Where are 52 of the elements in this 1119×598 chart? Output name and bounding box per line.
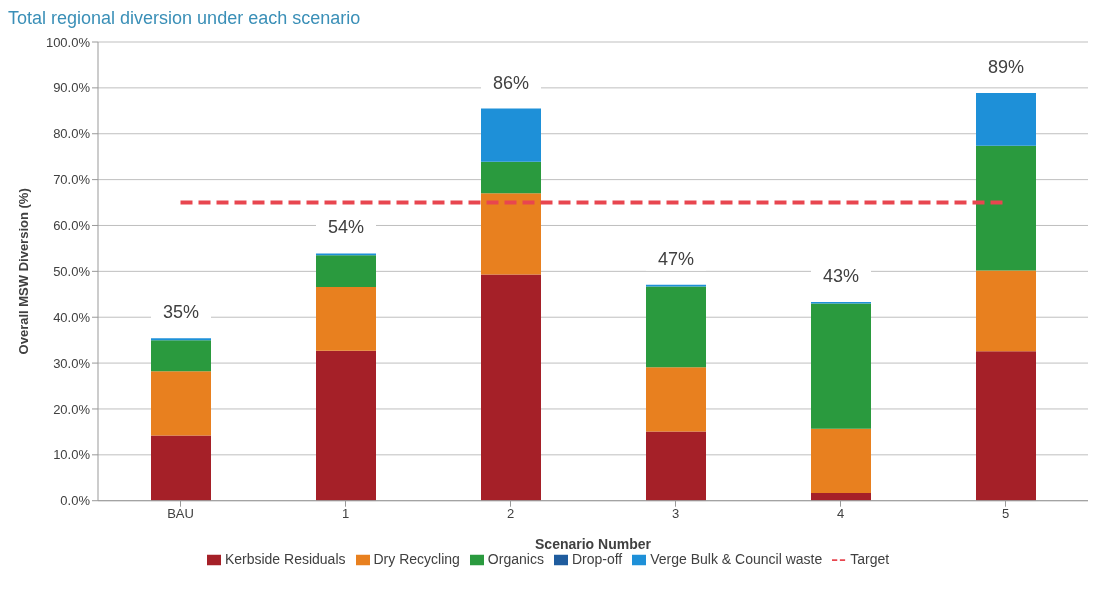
total-label: 54%: [327, 217, 365, 238]
bar: [976, 351, 1036, 501]
y-tick-label: 10.0%: [53, 447, 91, 463]
bar: [151, 435, 211, 501]
bar: [481, 274, 541, 501]
y-axis-title: Overall MSW Diversion (%): [15, 188, 31, 355]
bar: [976, 92, 1036, 146]
y-tick-label: 60.0%: [53, 218, 91, 234]
x-axis-title: Scenario Number: [535, 535, 652, 552]
y-tick-label: 50.0%: [53, 263, 91, 279]
legend-label: Verge Bulk & Council waste: [650, 550, 823, 567]
bar: [316, 255, 376, 287]
bar: [646, 367, 706, 432]
y-tick-label: 90.0%: [53, 80, 91, 96]
bar: [316, 286, 376, 351]
x-tick-label: 3: [671, 505, 680, 521]
total-label: 89%: [987, 56, 1025, 77]
y-tick-label: 70.0%: [53, 172, 91, 188]
bar: [481, 161, 541, 194]
bar: [976, 145, 1036, 271]
y-tick-label: 30.0%: [53, 355, 91, 371]
y-tick-label: 100.0%: [45, 34, 91, 50]
bar: [646, 431, 706, 501]
bar: [481, 193, 541, 275]
bar: [316, 350, 376, 501]
bar: [151, 371, 211, 436]
x-tick-label: 5: [1001, 505, 1010, 521]
legend-label: Target: [850, 550, 890, 567]
x-tick-label: BAU: [167, 505, 194, 521]
legend-label: Kerbside Residuals: [224, 550, 346, 567]
total-label: 35%: [162, 302, 200, 323]
bar: [811, 428, 871, 493]
legend-label: Drop-off: [571, 550, 623, 567]
legend-label: Organics: [487, 550, 544, 567]
bar: [481, 108, 541, 162]
bar: [811, 492, 871, 501]
legend-label: Dry Recycling: [373, 550, 460, 567]
bar: [811, 303, 871, 429]
bar: [646, 286, 706, 368]
total-label: 43%: [822, 266, 860, 287]
x-tick-label: 2: [506, 505, 515, 521]
y-tick-label: 20.0%: [53, 401, 91, 417]
y-tick-label: 80.0%: [53, 126, 91, 142]
bar: [976, 270, 1036, 352]
total-label: 47%: [657, 248, 695, 269]
y-tick-label: 0.0%: [60, 493, 91, 509]
chart-title: Total regional diversion under each scenario: [8, 8, 362, 30]
bar: [151, 340, 211, 372]
x-tick-label: 4: [836, 505, 845, 521]
x-tick-label: 1: [341, 505, 350, 521]
y-tick-label: 40.0%: [53, 309, 91, 325]
total-label: 86%: [492, 72, 530, 93]
